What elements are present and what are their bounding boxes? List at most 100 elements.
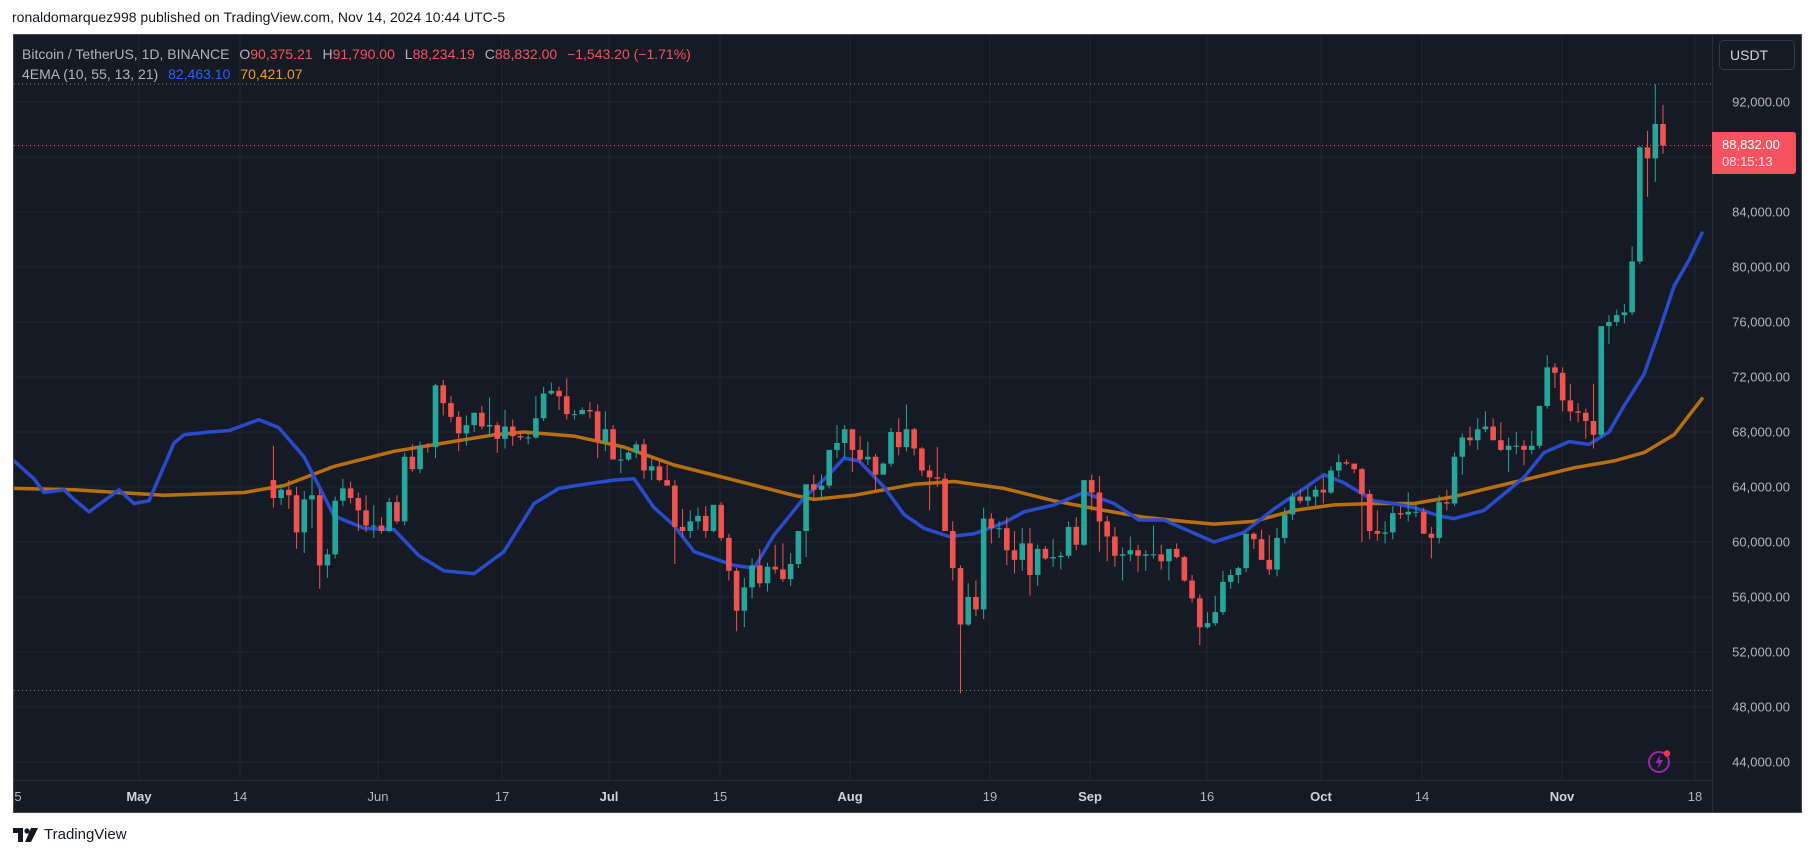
- candle: [1297, 489, 1303, 504]
- candle: [1606, 315, 1612, 344]
- candle: [1135, 544, 1141, 573]
- candle: [509, 419, 516, 446]
- symbol-title[interactable]: Bitcoin / TetherUS, 1D, BINANCE: [22, 46, 230, 62]
- price-tick-label: 80,000.00: [1732, 259, 1790, 275]
- candle: [865, 441, 871, 465]
- candle: [1390, 506, 1396, 540]
- candle: [1382, 521, 1388, 544]
- candle: [1613, 309, 1620, 327]
- candle: [687, 510, 694, 538]
- price-tick-label: 52,000.00: [1732, 644, 1790, 660]
- candle: [749, 558, 755, 599]
- candle: [1189, 575, 1195, 603]
- candlestick-plot[interactable]: [14, 35, 1712, 780]
- candle: [1621, 304, 1628, 324]
- candle: [772, 544, 778, 574]
- change-value: −1,543.20 (−1.71%): [567, 46, 691, 62]
- candle: [293, 487, 300, 549]
- ema-fast-value: 82,463.10: [168, 66, 231, 82]
- candle: [1505, 437, 1512, 472]
- candle: [934, 447, 941, 487]
- candle: [1351, 463, 1357, 474]
- candle: [417, 441, 423, 474]
- candle: [1536, 405, 1543, 449]
- candle: [1528, 430, 1535, 454]
- candle: [363, 495, 369, 533]
- candle: [1320, 476, 1327, 504]
- candle: [1166, 548, 1172, 581]
- candle: [463, 415, 470, 446]
- time-tick-label: 5: [14, 789, 22, 804]
- candle: [1644, 130, 1651, 197]
- candle: [1366, 489, 1373, 540]
- candle: [1258, 529, 1265, 560]
- candle: [1567, 383, 1574, 421]
- candle: [425, 443, 431, 453]
- candle: [355, 492, 362, 531]
- tradingview-logo[interactable]: TradingView: [13, 826, 127, 843]
- candle: [1343, 459, 1350, 465]
- candle: [1266, 535, 1273, 575]
- candle: [656, 460, 663, 482]
- candle: [1552, 363, 1558, 388]
- time-tick-label: Oct: [1310, 789, 1332, 804]
- candle: [440, 379, 447, 416]
- candle: [455, 411, 462, 452]
- candle: [888, 427, 894, 467]
- lightning-alert-icon[interactable]: [1647, 748, 1673, 774]
- candle: [1127, 536, 1134, 562]
- candle: [1235, 566, 1242, 584]
- candle: [347, 481, 354, 504]
- indicator-title[interactable]: 4EMA (10, 55, 13, 21): [22, 66, 159, 82]
- candle: [1142, 550, 1149, 571]
- ema-slow-line: [14, 396, 1704, 526]
- candle: [1197, 594, 1203, 646]
- chart-frame: [13, 34, 1802, 813]
- candle: [1629, 246, 1635, 316]
- candle: [394, 495, 400, 525]
- candle: [1281, 507, 1288, 544]
- candle: [1158, 544, 1164, 570]
- time-tick-label: Sep: [1078, 789, 1102, 804]
- price-tick-label: 48,000.00: [1732, 699, 1790, 715]
- currency-button[interactable]: USDT: [1719, 40, 1795, 70]
- candle: [949, 521, 956, 581]
- candle: [857, 436, 863, 463]
- candle: [556, 386, 562, 410]
- time-tick-label: Aug: [837, 789, 863, 804]
- candle: [911, 427, 917, 456]
- candle: [648, 458, 655, 481]
- low-value: L88,234.19: [404, 46, 475, 62]
- candle: [996, 521, 1002, 538]
- candle: [1289, 492, 1296, 520]
- time-tick-label: May: [126, 789, 152, 804]
- candle: [895, 418, 902, 456]
- candle: [563, 378, 570, 420]
- candle: [1112, 526, 1118, 567]
- candle: [1598, 326, 1605, 438]
- candle: [1652, 84, 1659, 182]
- price-axis[interactable]: 44,000.00 48,000.00 52,000.00 56,000.00 60,0…: [1712, 35, 1802, 812]
- price-tick-label: 44,000.00: [1732, 754, 1790, 770]
- candle: [1451, 452, 1458, 507]
- candle: [1335, 454, 1342, 478]
- time-tick-label: Jun: [367, 789, 389, 804]
- candle: [1227, 569, 1234, 589]
- candle: [1328, 466, 1334, 494]
- time-axis[interactable]: 5 May 14 Jun 17 Jul 15 Aug 19 Sep 16 Oct 14 Nov 18: [14, 780, 1712, 813]
- bar-countdown: 08:15:13: [1722, 154, 1773, 169]
- candle: [301, 491, 308, 553]
- candle: [872, 454, 879, 490]
- candle: [1119, 547, 1126, 581]
- candle: [942, 473, 948, 531]
- candle: [919, 447, 925, 476]
- candle: [826, 449, 833, 489]
- candle: [1081, 480, 1087, 547]
- candle: [270, 445, 277, 508]
- candle: [1011, 531, 1018, 574]
- candle: [780, 543, 786, 582]
- price-tick-label: 68,000.00: [1732, 424, 1790, 440]
- candle: [803, 484, 809, 558]
- candle: [1104, 515, 1110, 562]
- time-tick-label: 15: [712, 789, 728, 804]
